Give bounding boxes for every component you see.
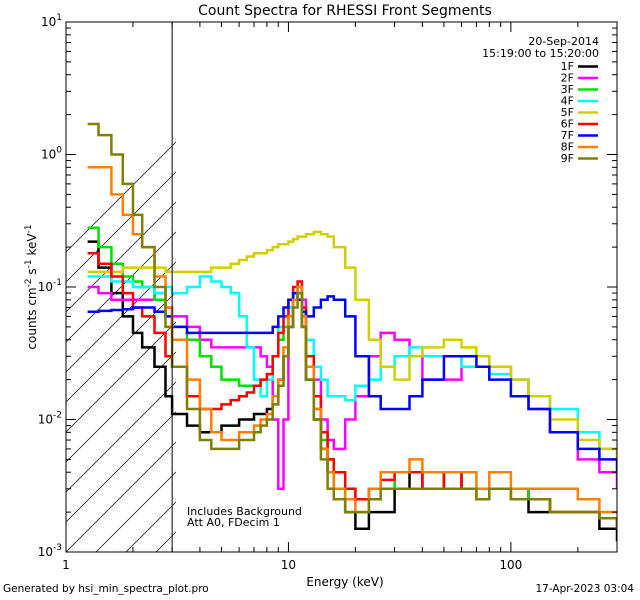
series-9F: [87, 122, 617, 529]
hatch-line: [66, 411, 176, 523]
hatch-line: [636, 22, 640, 552]
background-note: Includes Background: [187, 505, 302, 518]
x-tick-label: 100: [499, 558, 522, 572]
y-axis-label: counts cm-2 s-1 keV-1: [24, 224, 39, 349]
y-tick-label: 10-1: [38, 278, 62, 294]
generated-by-text: Generated by hsi_min_spectra_plot.pro: [3, 583, 209, 595]
legend-label-3F: 3F: [561, 83, 574, 96]
legend-label-6F: 6F: [561, 118, 574, 131]
hatch-line: [66, 231, 176, 343]
legend-label-8F: 8F: [561, 141, 574, 154]
legend-label-4F: 4F: [561, 95, 574, 108]
legend-label-5F: 5F: [561, 106, 574, 119]
chart-title: Count Spectra for RHESSI Front Segments: [198, 3, 492, 19]
hatch-line: [66, 381, 176, 493]
series-4F: [87, 275, 617, 460]
series-7F: [87, 291, 617, 473]
date-annotation: 20-Sep-2014: [528, 35, 599, 48]
legend-label-1F: 1F: [561, 60, 574, 73]
hatch-line: [66, 441, 176, 552]
hatch-line: [66, 261, 176, 373]
x-tick-label: 1: [62, 558, 70, 572]
legend-label-7F: 7F: [561, 129, 574, 142]
timestamp-text: 17-Apr-2023 03:04: [535, 583, 634, 595]
legend-label-9F: 9F: [561, 152, 574, 165]
attenuator-note: Att A0, FDecim 1: [187, 516, 280, 529]
y-tick-label: 101: [41, 13, 62, 29]
series-8F: [87, 166, 617, 514]
y-tick-label: 100: [41, 146, 62, 162]
x-tick-label: 10: [281, 558, 296, 572]
legend-label-2F: 2F: [561, 72, 574, 85]
y-tick-label: 10-2: [38, 411, 62, 427]
time-range-annotation: 15:19:00 to 15:20:00: [482, 47, 599, 60]
x-axis-label: Energy (keV): [306, 575, 383, 589]
y-tick-label: 10-3: [38, 543, 62, 559]
series-5F: [87, 230, 617, 460]
hatch-line: [95, 471, 176, 552]
